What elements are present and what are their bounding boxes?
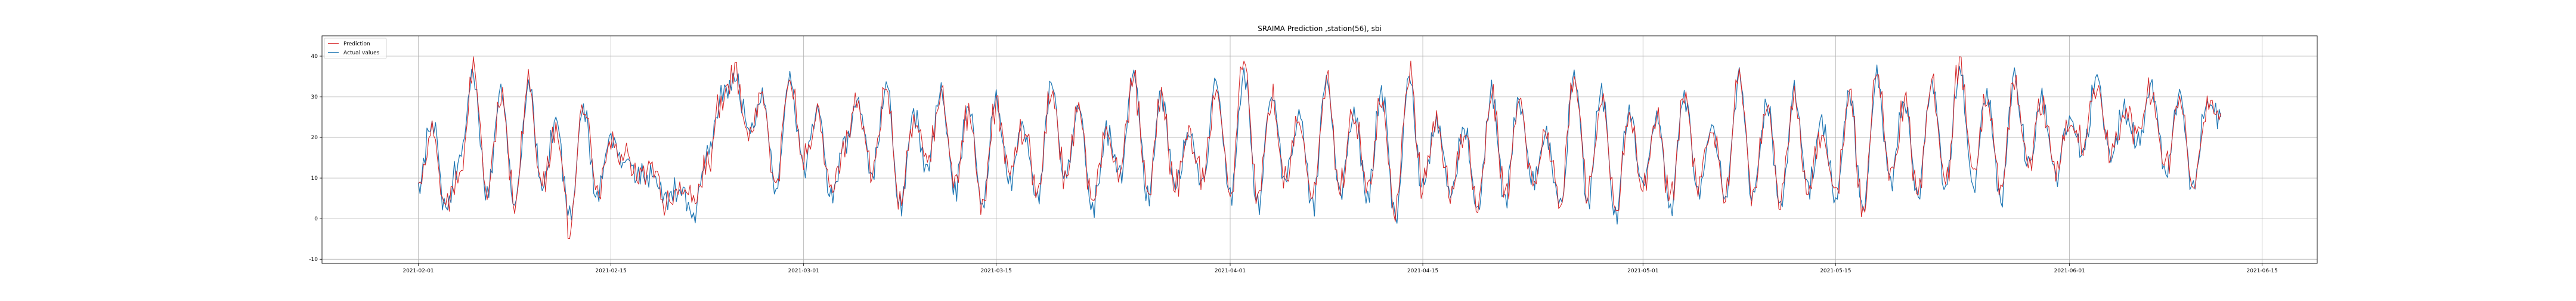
legend: Prediction Actual values: [324, 38, 387, 59]
y-axis: -10 0 10 20 30 40: [309, 54, 322, 263]
x-tick-label: 2021-03-01: [788, 268, 819, 274]
prediction-series-line: [418, 56, 2222, 239]
legend-prediction-label: Prediction: [343, 41, 370, 47]
x-tick-label: 2021-05-01: [1627, 268, 1658, 274]
x-tick-label: 2021-05-15: [1820, 268, 1851, 274]
legend-actual-label: Actual values: [343, 50, 380, 56]
x-axis: 2021-02-01 2021-02-15 2021-03-01 2021-03-15…: [402, 263, 2278, 274]
y-tick-label: -10: [309, 257, 318, 263]
x-tick-label: 2021-04-15: [1407, 268, 1438, 274]
x-tick-label: 2021-04-01: [1215, 268, 1246, 274]
y-tick-label: 0: [314, 216, 318, 222]
x-tick-label: 2021-02-15: [595, 268, 626, 274]
y-tick-label: 20: [311, 135, 318, 141]
y-tick-label: 30: [311, 94, 318, 100]
series-layer: [417, 56, 2222, 239]
x-tick-label: 2021-02-01: [402, 268, 434, 274]
chart-title: SRAIMA Prediction ,station(56), sbi: [1258, 24, 1382, 33]
y-tick-label: 10: [311, 176, 318, 182]
x-tick-label: 2021-06-15: [2247, 268, 2278, 274]
plot-frame: [321, 35, 2318, 264]
x-tick-label: 2021-03-15: [981, 268, 1012, 274]
x-tick-label: 2021-06-01: [2054, 268, 2085, 274]
y-tick-label: 40: [311, 54, 318, 60]
legend-box: [324, 38, 387, 59]
